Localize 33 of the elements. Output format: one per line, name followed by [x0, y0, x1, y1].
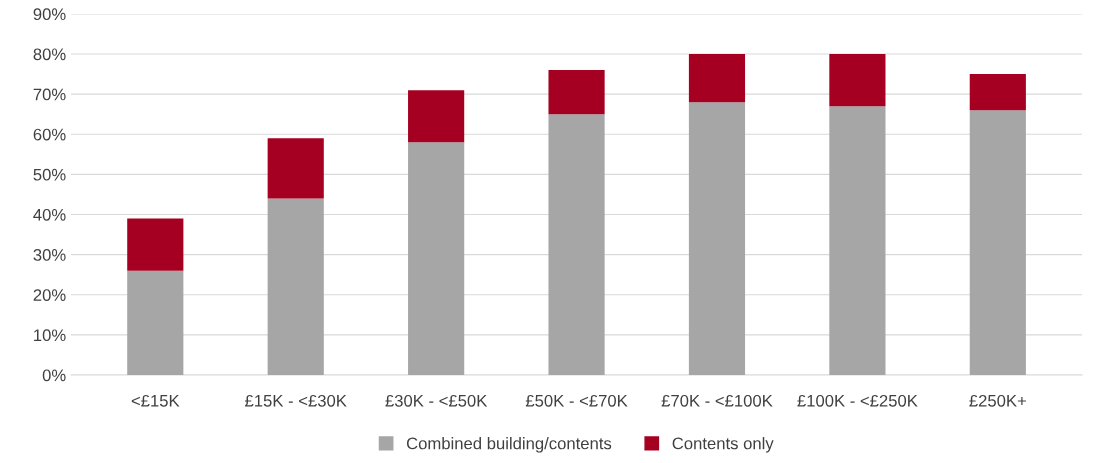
y-tick-label: 40%	[33, 208, 66, 221]
y-tick-label: 90%	[33, 8, 66, 21]
y-tick-label: 70%	[33, 88, 66, 101]
bar	[267, 138, 324, 199]
legend-label: Combined building/contents	[406, 437, 612, 453]
bar	[267, 198, 324, 376]
x-tick-label: £100K - <£250K	[797, 394, 918, 407]
bar	[548, 70, 605, 115]
x-tick-label: £250K+	[969, 394, 1026, 407]
y-tick-label: 60%	[33, 128, 66, 141]
x-tick-label: £30K - <£50K	[385, 394, 488, 407]
x-tick-label: <£15K	[131, 394, 180, 407]
y-tick-label: 80%	[33, 48, 66, 61]
bar	[408, 90, 465, 143]
bar	[408, 142, 465, 376]
bar	[127, 218, 184, 271]
y-tick-label: 50%	[33, 168, 66, 181]
bar	[688, 54, 746, 103]
bar	[548, 114, 605, 376]
y-tick-label: 0%	[42, 369, 66, 382]
x-tick-label: £15K - <£30K	[244, 394, 347, 407]
x-tick-label: £50K - <£70K	[525, 394, 628, 407]
bar	[688, 102, 746, 376]
bar	[829, 54, 886, 107]
y-tick-label: 30%	[33, 249, 66, 261]
y-tick-label: 20%	[33, 289, 66, 301]
bar	[127, 270, 184, 376]
y-tick-label: 10%	[34, 329, 66, 342]
bar	[969, 110, 1026, 376]
bar	[969, 74, 1026, 111]
legend-label: Contents only	[672, 437, 774, 453]
bar	[829, 106, 886, 376]
x-tick-label: £70K - <£100K	[661, 394, 773, 407]
